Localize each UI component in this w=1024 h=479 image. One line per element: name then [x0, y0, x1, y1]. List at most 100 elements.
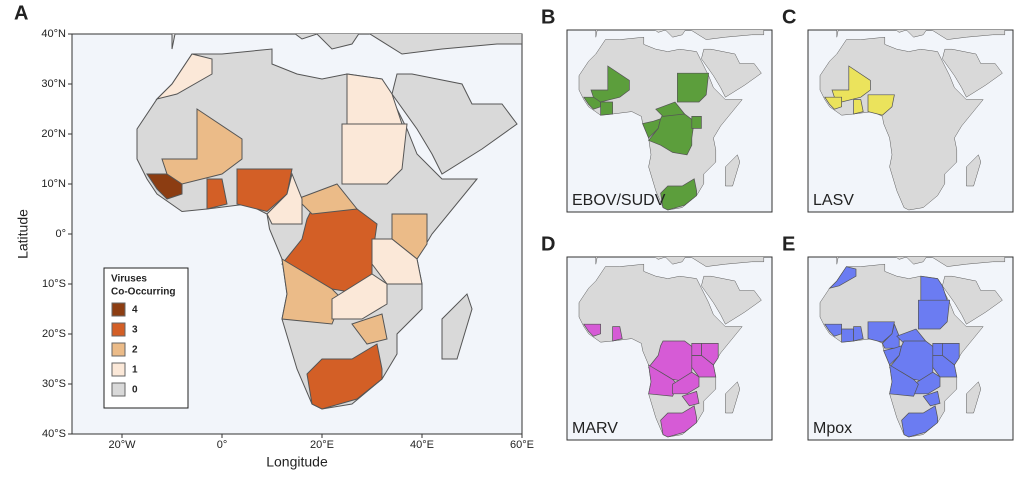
panel-label: C: [782, 6, 796, 28]
panel-label: B: [541, 6, 555, 28]
land: [836, 30, 1006, 40]
country-highlight: [853, 326, 864, 342]
land: [391, 73, 518, 175]
land: [595, 30, 765, 40]
country: [306, 343, 383, 410]
land: [441, 293, 473, 360]
y-tick-label: 40°N: [41, 28, 66, 40]
legend-title: Viruses: [111, 274, 147, 285]
panel-map: [578, 30, 765, 211]
country-highlight: [691, 116, 702, 129]
legend-swatch: [111, 302, 126, 317]
panel-map-inner: [578, 257, 765, 438]
country: [346, 73, 403, 125]
country-highlight: [841, 328, 854, 343]
country-highlight: [655, 101, 686, 117]
country: [331, 273, 388, 320]
y-tick-label: 20°N: [41, 128, 66, 140]
land: [966, 381, 982, 414]
y-tick-label: 30°N: [41, 78, 66, 90]
y-tick-label: 10°S: [42, 278, 66, 290]
legend-label: 1: [132, 365, 138, 376]
land: [595, 257, 765, 267]
country: [236, 168, 293, 213]
panel-map-inner: [578, 30, 765, 211]
y-tick-label: 0°: [55, 228, 66, 240]
panel-label: A: [14, 2, 28, 24]
country-highlight: [932, 355, 958, 378]
country: [341, 123, 408, 185]
country: [206, 178, 228, 210]
country-highlight: [677, 72, 710, 103]
x-tick-label: 60°E: [510, 439, 534, 451]
country: [266, 172, 303, 225]
y-tick-label: 30°S: [42, 378, 66, 390]
country-highlight: [867, 94, 895, 116]
country-highlight: [590, 65, 630, 103]
country-highlight: [824, 96, 842, 110]
land: [725, 381, 741, 414]
country-highlight: [612, 326, 623, 342]
country: [351, 313, 388, 345]
x-axis-title: Longitude: [266, 454, 328, 470]
legend-title: Co-Occurring: [111, 287, 175, 298]
land: [171, 34, 522, 55]
x-tick-label: 0°: [217, 439, 228, 451]
country: [391, 213, 428, 260]
legend-label: 3: [132, 325, 138, 336]
country-highlight: [853, 99, 864, 115]
land: [836, 257, 1006, 267]
y-tick-label: 10°N: [41, 178, 66, 190]
country-highlight: [867, 321, 895, 343]
country-highlight: [691, 343, 702, 356]
legend-swatch: [111, 382, 126, 397]
country: [161, 108, 243, 185]
legend-swatch: [111, 362, 126, 377]
panel-name: MARV: [572, 420, 618, 437]
land: [725, 154, 741, 187]
country-highlight: [920, 275, 948, 301]
country-highlight: [932, 343, 943, 356]
country-highlight: [824, 323, 842, 337]
land: [942, 48, 1003, 98]
panel-label: D: [541, 233, 555, 255]
legend-swatch: [111, 322, 126, 337]
y-axis-title: Latitude: [15, 209, 31, 259]
country-highlight: [828, 266, 857, 289]
panel-map-inner: [819, 30, 1006, 211]
legend-swatch: [111, 342, 126, 357]
country-highlight: [681, 390, 700, 407]
map-a: [136, 34, 522, 410]
panel-label: E: [782, 233, 795, 255]
country-highlight: [600, 101, 613, 116]
country: [155, 53, 213, 100]
panel-map-inner: [819, 257, 1006, 438]
x-tick-label: 20°W: [108, 439, 136, 451]
x-tick-label: 40°E: [410, 439, 434, 451]
y-tick-label: 20°S: [42, 328, 66, 340]
y-tick-label: 40°S: [42, 428, 66, 440]
country-highlight: [660, 178, 697, 211]
country-highlight: [922, 390, 941, 407]
land: [701, 275, 762, 325]
country: [296, 183, 358, 215]
panel-map: [819, 257, 1006, 438]
panel-map: [819, 30, 1006, 211]
country-highlight: [942, 343, 960, 366]
country-highlight: [660, 405, 697, 438]
land: [966, 154, 982, 187]
legend-label: 4: [132, 305, 138, 316]
legend-label: 2: [132, 345, 138, 356]
panel-name: Mpox: [813, 420, 852, 437]
country-highlight: [672, 371, 700, 395]
panel-name: EBOV/SUDV: [572, 192, 666, 209]
country-highlight: [583, 323, 601, 337]
land: [701, 48, 762, 98]
country: [371, 238, 423, 285]
country-highlight: [889, 364, 919, 397]
x-tick-label: 20°E: [310, 439, 334, 451]
land: [942, 275, 1003, 325]
country-highlight: [901, 405, 938, 438]
panel-name: LASV: [813, 192, 854, 209]
